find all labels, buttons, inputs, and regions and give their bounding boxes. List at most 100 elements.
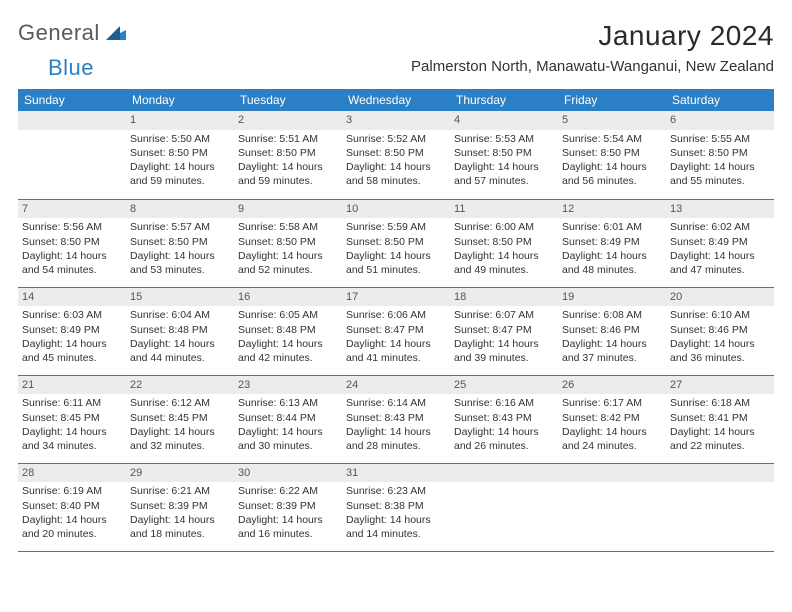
day-number: 14 [18,288,126,307]
month-title: January 2024 [411,20,774,52]
calendar-cell: 4Sunrise: 5:53 AMSunset: 8:50 PMDaylight… [450,111,558,199]
calendar-cell: 9Sunrise: 5:58 AMSunset: 8:50 PMDaylight… [234,199,342,287]
day-number [450,464,558,483]
daylight-line: Daylight: 14 hours and 44 minutes. [130,337,230,365]
calendar-row: 28Sunrise: 6:19 AMSunset: 8:40 PMDayligh… [18,463,774,551]
sunrise-line: Sunrise: 6:23 AM [346,484,446,498]
daylight-line: Daylight: 14 hours and 52 minutes. [238,249,338,277]
calendar-cell: 28Sunrise: 6:19 AMSunset: 8:40 PMDayligh… [18,463,126,551]
sunrise-line: Sunrise: 6:11 AM [22,396,122,410]
calendar-row: 1Sunrise: 5:50 AMSunset: 8:50 PMDaylight… [18,111,774,199]
sunset-line: Sunset: 8:50 PM [670,146,770,160]
sunrise-line: Sunrise: 6:12 AM [130,396,230,410]
sunset-line: Sunset: 8:49 PM [22,323,122,337]
logo: General [18,20,130,46]
sunrise-line: Sunrise: 6:05 AM [238,308,338,322]
sunset-line: Sunset: 8:49 PM [670,235,770,249]
sunset-line: Sunset: 8:50 PM [130,146,230,160]
weekday-header: Friday [558,89,666,111]
sunset-line: Sunset: 8:50 PM [454,146,554,160]
daylight-line: Daylight: 14 hours and 56 minutes. [562,160,662,188]
daylight-line: Daylight: 14 hours and 37 minutes. [562,337,662,365]
daylight-line: Daylight: 14 hours and 49 minutes. [454,249,554,277]
daylight-line: Daylight: 14 hours and 36 minutes. [670,337,770,365]
calendar-cell: 26Sunrise: 6:17 AMSunset: 8:42 PMDayligh… [558,375,666,463]
sunrise-line: Sunrise: 5:58 AM [238,220,338,234]
day-number: 26 [558,376,666,395]
calendar-cell: 24Sunrise: 6:14 AMSunset: 8:43 PMDayligh… [342,375,450,463]
sunrise-line: Sunrise: 5:52 AM [346,132,446,146]
weekday-header: Thursday [450,89,558,111]
daylight-line: Daylight: 14 hours and 48 minutes. [562,249,662,277]
calendar-cell: 20Sunrise: 6:10 AMSunset: 8:46 PMDayligh… [666,287,774,375]
day-number: 9 [234,200,342,219]
daylight-line: Daylight: 14 hours and 24 minutes. [562,425,662,453]
sunrise-line: Sunrise: 6:00 AM [454,220,554,234]
sunset-line: Sunset: 8:45 PM [22,411,122,425]
day-number: 10 [342,200,450,219]
sunrise-line: Sunrise: 6:17 AM [562,396,662,410]
calendar-cell: 19Sunrise: 6:08 AMSunset: 8:46 PMDayligh… [558,287,666,375]
calendar-cell [18,111,126,199]
daylight-line: Daylight: 14 hours and 47 minutes. [670,249,770,277]
sunrise-line: Sunrise: 5:51 AM [238,132,338,146]
sunrise-line: Sunrise: 5:53 AM [454,132,554,146]
sunset-line: Sunset: 8:50 PM [454,235,554,249]
calendar-cell: 11Sunrise: 6:00 AMSunset: 8:50 PMDayligh… [450,199,558,287]
calendar-cell: 2Sunrise: 5:51 AMSunset: 8:50 PMDaylight… [234,111,342,199]
sunset-line: Sunset: 8:48 PM [130,323,230,337]
day-number: 5 [558,111,666,130]
daylight-line: Daylight: 14 hours and 51 minutes. [346,249,446,277]
sunrise-line: Sunrise: 6:03 AM [22,308,122,322]
sunset-line: Sunset: 8:50 PM [238,235,338,249]
day-number: 11 [450,200,558,219]
calendar-cell: 17Sunrise: 6:06 AMSunset: 8:47 PMDayligh… [342,287,450,375]
sunrise-line: Sunrise: 5:55 AM [670,132,770,146]
day-number: 13 [666,200,774,219]
calendar-cell: 29Sunrise: 6:21 AMSunset: 8:39 PMDayligh… [126,463,234,551]
calendar-cell: 5Sunrise: 5:54 AMSunset: 8:50 PMDaylight… [558,111,666,199]
daylight-line: Daylight: 14 hours and 59 minutes. [238,160,338,188]
day-number: 25 [450,376,558,395]
calendar-cell: 3Sunrise: 5:52 AMSunset: 8:50 PMDaylight… [342,111,450,199]
day-number [18,111,126,130]
calendar-cell [450,463,558,551]
sunset-line: Sunset: 8:38 PM [346,499,446,513]
calendar-cell: 18Sunrise: 6:07 AMSunset: 8:47 PMDayligh… [450,287,558,375]
sunset-line: Sunset: 8:44 PM [238,411,338,425]
sunrise-line: Sunrise: 6:02 AM [670,220,770,234]
sunset-line: Sunset: 8:50 PM [130,235,230,249]
day-number: 20 [666,288,774,307]
calendar-body: 1Sunrise: 5:50 AMSunset: 8:50 PMDaylight… [18,111,774,551]
sail-icon [106,24,126,45]
daylight-line: Daylight: 14 hours and 26 minutes. [454,425,554,453]
calendar-cell: 30Sunrise: 6:22 AMSunset: 8:39 PMDayligh… [234,463,342,551]
day-number: 15 [126,288,234,307]
sunrise-line: Sunrise: 6:19 AM [22,484,122,498]
sunrise-line: Sunrise: 6:18 AM [670,396,770,410]
calendar-cell: 10Sunrise: 5:59 AMSunset: 8:50 PMDayligh… [342,199,450,287]
sunset-line: Sunset: 8:39 PM [238,499,338,513]
weekday-header: Saturday [666,89,774,111]
calendar-cell: 16Sunrise: 6:05 AMSunset: 8:48 PMDayligh… [234,287,342,375]
sunset-line: Sunset: 8:50 PM [346,235,446,249]
daylight-line: Daylight: 14 hours and 57 minutes. [454,160,554,188]
day-number: 8 [126,200,234,219]
weekday-header-row: SundayMondayTuesdayWednesdayThursdayFrid… [18,89,774,111]
sunset-line: Sunset: 8:39 PM [130,499,230,513]
sunset-line: Sunset: 8:43 PM [346,411,446,425]
weekday-header: Monday [126,89,234,111]
sunset-line: Sunset: 8:41 PM [670,411,770,425]
calendar-row: 7Sunrise: 5:56 AMSunset: 8:50 PMDaylight… [18,199,774,287]
sunrise-line: Sunrise: 5:50 AM [130,132,230,146]
sunset-line: Sunset: 8:40 PM [22,499,122,513]
day-number: 16 [234,288,342,307]
weekday-header: Wednesday [342,89,450,111]
sunrise-line: Sunrise: 6:08 AM [562,308,662,322]
sunset-line: Sunset: 8:47 PM [454,323,554,337]
day-number: 24 [342,376,450,395]
calendar-cell: 13Sunrise: 6:02 AMSunset: 8:49 PMDayligh… [666,199,774,287]
day-number: 28 [18,464,126,483]
sunset-line: Sunset: 8:50 PM [22,235,122,249]
sunrise-line: Sunrise: 6:13 AM [238,396,338,410]
